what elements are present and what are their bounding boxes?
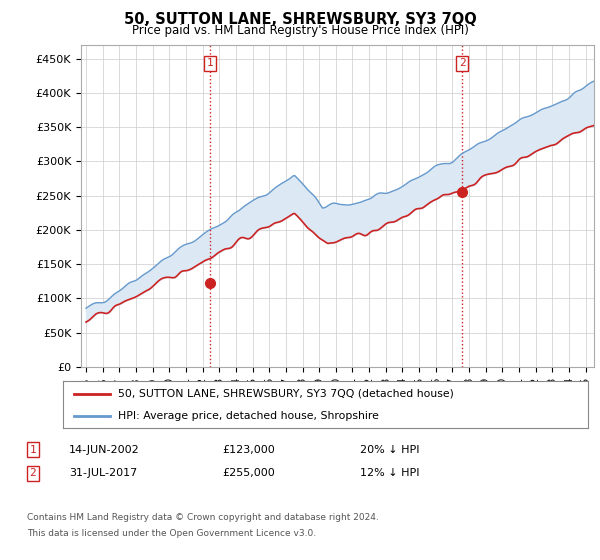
Text: £255,000: £255,000 [222, 468, 275, 478]
Text: 12% ↓ HPI: 12% ↓ HPI [360, 468, 419, 478]
Text: £123,000: £123,000 [222, 445, 275, 455]
Text: Price paid vs. HM Land Registry's House Price Index (HPI): Price paid vs. HM Land Registry's House … [131, 24, 469, 37]
Text: This data is licensed under the Open Government Licence v3.0.: This data is licensed under the Open Gov… [27, 529, 316, 538]
Text: 1: 1 [207, 58, 214, 68]
Text: 20% ↓ HPI: 20% ↓ HPI [360, 445, 419, 455]
Text: Contains HM Land Registry data © Crown copyright and database right 2024.: Contains HM Land Registry data © Crown c… [27, 514, 379, 522]
Text: 2: 2 [459, 58, 466, 68]
Text: 50, SUTTON LANE, SHREWSBURY, SY3 7QQ (detached house): 50, SUTTON LANE, SHREWSBURY, SY3 7QQ (de… [118, 389, 454, 399]
Text: 50, SUTTON LANE, SHREWSBURY, SY3 7QQ: 50, SUTTON LANE, SHREWSBURY, SY3 7QQ [124, 12, 476, 27]
Text: 14-JUN-2002: 14-JUN-2002 [69, 445, 140, 455]
Text: HPI: Average price, detached house, Shropshire: HPI: Average price, detached house, Shro… [118, 410, 379, 421]
Text: 31-JUL-2017: 31-JUL-2017 [69, 468, 137, 478]
Text: 1: 1 [29, 445, 37, 455]
Text: 2: 2 [29, 468, 37, 478]
